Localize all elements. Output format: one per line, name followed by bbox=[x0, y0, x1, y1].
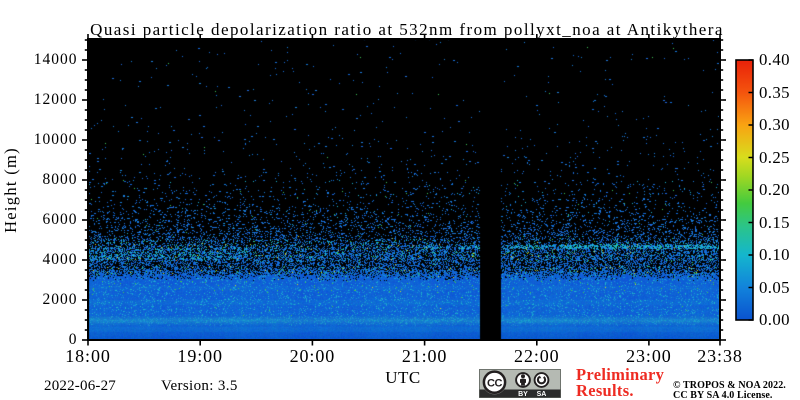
svg-text:SA: SA bbox=[537, 391, 547, 398]
svg-text:CC: CC bbox=[487, 377, 502, 389]
svg-text:BY: BY bbox=[518, 391, 528, 398]
